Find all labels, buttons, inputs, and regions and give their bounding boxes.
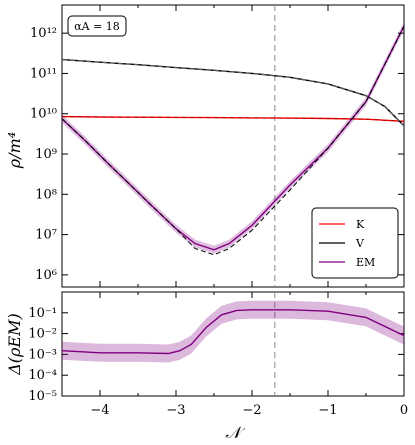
- bottom-y-tick-label: 10⁻⁵: [28, 389, 57, 404]
- x-tick-label: −4: [90, 403, 109, 418]
- annotation-box: [67, 15, 127, 37]
- legend: K V EM: [311, 207, 399, 279]
- bottom-y-tick-label: 10⁻³: [28, 347, 57, 362]
- x-tick-label: 0: [400, 403, 408, 418]
- x-tick-label: −1: [318, 403, 337, 418]
- series-line-em: [61, 309, 405, 355]
- series-dashed-v: [61, 59, 405, 127]
- top-y-tick-label: 10¹²: [30, 26, 57, 41]
- x-axis-label: 𝒩: [225, 423, 245, 442]
- bottom-y-tick-label: 10⁻²: [28, 327, 57, 342]
- legend-box: [311, 207, 399, 279]
- top-y-tick-label: 10⁸: [35, 187, 57, 202]
- bottom-y-tick-label: 10⁻⁴: [28, 368, 57, 383]
- annotation-text: αA = 18: [74, 20, 120, 33]
- bottom-y-axis-label: Δ(ρEM): [5, 313, 24, 376]
- series-dashed-k: [61, 116, 405, 122]
- series-dashed-em: [61, 25, 405, 256]
- series-band-em: [62, 300, 404, 363]
- legend-label-v: V: [355, 237, 365, 250]
- top-y-tick-label: 10⁷: [35, 228, 57, 243]
- top-y-axis-label: ρ/m⁴: [5, 132, 24, 169]
- bottom-panel: 10⁻⁵ 10⁻⁴ 10⁻³ 10⁻² 10⁻¹ −4 −3 −2 −1 0 Δ(ρEM) 𝒩: [5, 291, 408, 442]
- bottom-panel-frame: [61, 291, 405, 397]
- legend-label-em: EM: [356, 256, 375, 269]
- top-y-tick-label: 10¹⁰: [30, 107, 57, 122]
- legend-label-k: K: [356, 218, 365, 231]
- x-tick-label: −3: [166, 403, 185, 418]
- top-y-tick-label: 10¹¹: [30, 66, 57, 81]
- x-tick-label: −2: [242, 403, 261, 418]
- top-panel-frame: [61, 4, 405, 288]
- top-y-tick-label: 10⁹: [35, 147, 57, 162]
- top-y-tick-label: 10⁶: [35, 268, 57, 283]
- bottom-y-tick-label: 10⁻¹: [28, 306, 57, 321]
